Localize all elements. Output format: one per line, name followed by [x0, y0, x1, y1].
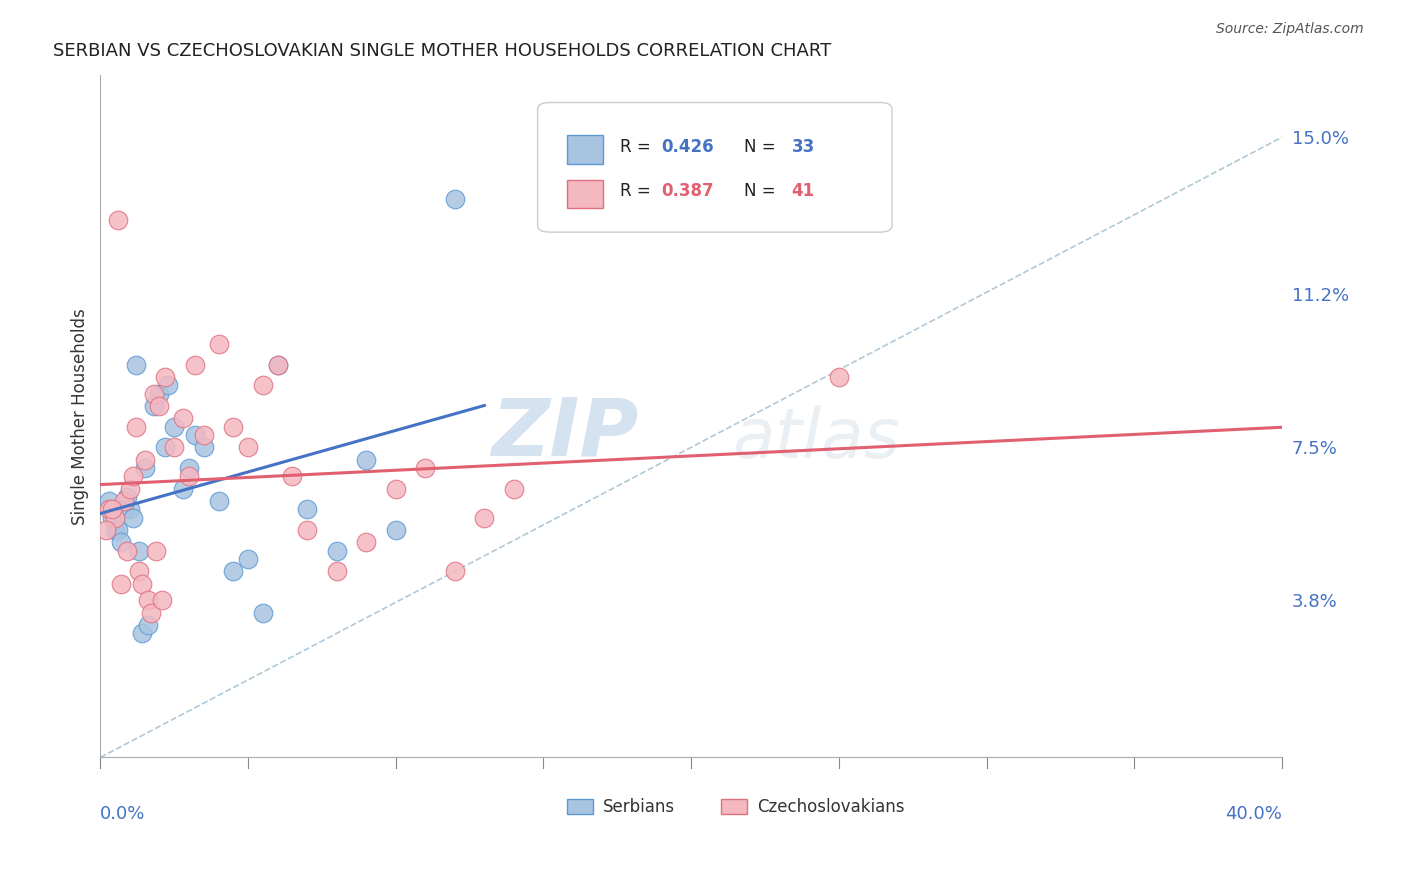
Point — [121, 469, 143, 483]
Point — [115, 543, 138, 558]
Point — [295, 523, 318, 537]
Point — [110, 535, 132, 549]
Point — [354, 535, 377, 549]
Point — [96, 523, 118, 537]
Point — [134, 461, 156, 475]
Text: Czechoslovakians: Czechoslovakians — [758, 797, 905, 815]
Point — [112, 502, 135, 516]
Point — [474, 510, 496, 524]
Point — [354, 452, 377, 467]
Point — [142, 399, 165, 413]
Point — [145, 543, 167, 558]
Point — [155, 370, 177, 384]
FancyBboxPatch shape — [721, 799, 747, 814]
Text: ZIP: ZIP — [491, 394, 638, 473]
Point — [107, 213, 129, 227]
Point — [193, 440, 215, 454]
Point — [118, 482, 141, 496]
Text: 41: 41 — [792, 182, 814, 200]
Text: SERBIAN VS CZECHOSLOVAKIAN SINGLE MOTHER HOUSEHOLDS CORRELATION CHART: SERBIAN VS CZECHOSLOVAKIAN SINGLE MOTHER… — [53, 42, 831, 60]
Text: 33: 33 — [792, 138, 815, 156]
Point — [98, 502, 121, 516]
Point — [128, 565, 150, 579]
Text: Serbians: Serbians — [603, 797, 675, 815]
Point — [266, 358, 288, 372]
Point — [828, 370, 851, 384]
Point — [443, 565, 465, 579]
FancyBboxPatch shape — [567, 136, 603, 164]
Point — [112, 494, 135, 508]
Point — [503, 482, 526, 496]
Text: 0.0%: 0.0% — [100, 805, 146, 823]
Point — [193, 428, 215, 442]
Point — [172, 482, 194, 496]
Point — [148, 399, 170, 413]
Point — [131, 626, 153, 640]
Text: N =: N = — [744, 182, 782, 200]
Point — [222, 565, 245, 579]
Point — [236, 552, 259, 566]
Point — [104, 523, 127, 537]
Point — [136, 593, 159, 607]
Point — [266, 358, 288, 372]
Point — [252, 606, 274, 620]
Point — [413, 461, 436, 475]
Y-axis label: Single Mother Households: Single Mother Households — [72, 308, 89, 524]
Point — [157, 378, 180, 392]
Point — [384, 523, 406, 537]
Point — [236, 440, 259, 454]
Point — [101, 502, 124, 516]
FancyBboxPatch shape — [537, 103, 891, 232]
Point — [128, 543, 150, 558]
Point — [177, 469, 200, 483]
Text: R =: R = — [620, 138, 657, 156]
Point — [110, 576, 132, 591]
Point — [136, 618, 159, 632]
FancyBboxPatch shape — [567, 179, 603, 208]
Point — [177, 461, 200, 475]
Point — [172, 411, 194, 425]
Text: 40.0%: 40.0% — [1225, 805, 1282, 823]
Point — [107, 523, 129, 537]
Point — [121, 510, 143, 524]
Point — [142, 386, 165, 401]
Point — [125, 419, 148, 434]
Point — [325, 565, 347, 579]
Text: Source: ZipAtlas.com: Source: ZipAtlas.com — [1216, 22, 1364, 37]
Point — [150, 593, 173, 607]
Point — [131, 576, 153, 591]
Point — [207, 494, 229, 508]
Point — [139, 606, 162, 620]
FancyBboxPatch shape — [567, 799, 593, 814]
Point — [252, 378, 274, 392]
Point — [163, 440, 186, 454]
Point — [134, 452, 156, 467]
Text: 0.426: 0.426 — [662, 138, 714, 156]
Point — [155, 440, 177, 454]
Point — [295, 502, 318, 516]
Point — [443, 192, 465, 206]
Point — [207, 337, 229, 351]
Point — [384, 482, 406, 496]
Point — [281, 469, 304, 483]
Text: 0.387: 0.387 — [662, 182, 714, 200]
Point — [184, 428, 207, 442]
Point — [163, 419, 186, 434]
Point — [115, 490, 138, 504]
Point — [125, 358, 148, 372]
Point — [98, 494, 121, 508]
Point — [148, 386, 170, 401]
Point — [118, 502, 141, 516]
Text: N =: N = — [744, 138, 782, 156]
Text: R =: R = — [620, 182, 657, 200]
Point — [104, 510, 127, 524]
Point — [101, 510, 124, 524]
Point — [184, 358, 207, 372]
Point — [222, 419, 245, 434]
Point — [325, 543, 347, 558]
Text: atlas: atlas — [733, 405, 900, 472]
